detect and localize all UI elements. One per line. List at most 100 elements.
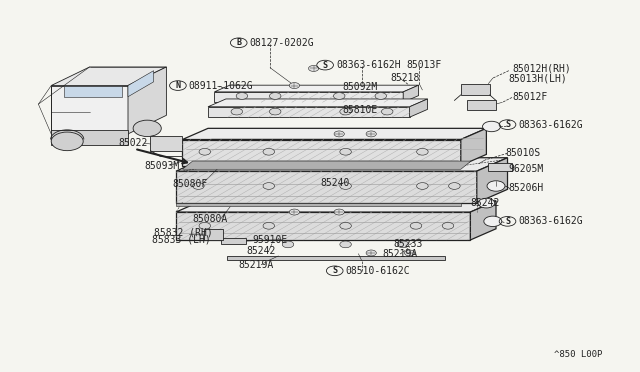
Text: 85218: 85218 [390,73,420,83]
Text: 85093M: 85093M [144,161,179,170]
Text: 08510-6162C: 08510-6162C [346,266,410,276]
Polygon shape [182,140,461,166]
Polygon shape [204,229,223,240]
Polygon shape [182,161,471,169]
Polygon shape [227,256,445,260]
Polygon shape [51,86,128,134]
Polygon shape [403,85,419,102]
Polygon shape [176,171,477,203]
Circle shape [231,108,243,115]
Text: S: S [332,266,337,275]
Text: 85012F: 85012F [512,92,547,102]
Circle shape [199,222,211,229]
Text: B: B [236,38,241,47]
Circle shape [366,131,376,137]
Text: S: S [323,61,328,70]
Circle shape [478,198,495,208]
Polygon shape [51,67,166,86]
Text: N: N [175,81,180,90]
Circle shape [236,93,248,99]
Circle shape [340,148,351,155]
Text: S: S [505,120,510,129]
Text: 85080A: 85080A [192,215,227,224]
Polygon shape [208,99,428,107]
Circle shape [263,183,275,189]
Text: 85810E: 85810E [342,105,378,115]
Polygon shape [488,163,512,171]
Circle shape [334,209,344,215]
Text: 85233: 85233 [394,239,423,248]
Polygon shape [208,107,410,117]
Text: 85832 (RH): 85832 (RH) [154,228,212,237]
Text: 85833 (LH): 85833 (LH) [152,235,211,245]
Text: 08363-6162G: 08363-6162G [518,217,583,226]
Text: 85013H(LH): 85013H(LH) [509,73,568,83]
Circle shape [340,183,351,189]
Polygon shape [176,201,496,212]
Polygon shape [461,84,490,95]
Circle shape [442,222,454,229]
Text: 85092M: 85092M [342,83,378,92]
Circle shape [51,132,83,151]
Text: 85010S: 85010S [506,148,541,157]
Text: 85219A: 85219A [382,249,417,259]
Circle shape [193,183,204,189]
Circle shape [269,108,281,115]
Circle shape [334,131,344,137]
Circle shape [483,121,500,132]
Circle shape [199,148,211,155]
Text: 85080F: 85080F [173,179,208,189]
Polygon shape [128,71,154,97]
Circle shape [289,83,300,89]
Circle shape [397,241,409,248]
Text: 95910E: 95910E [253,235,288,245]
Polygon shape [176,212,470,240]
Text: 96205M: 96205M [509,164,544,174]
Circle shape [340,222,351,229]
Circle shape [269,93,281,99]
Circle shape [417,148,428,155]
Circle shape [417,183,428,189]
Polygon shape [150,136,182,151]
Text: 85022: 85022 [118,138,148,148]
Polygon shape [461,128,486,166]
Text: 08363-6162G: 08363-6162G [518,120,583,129]
Polygon shape [176,158,508,171]
Circle shape [366,250,376,256]
Text: 85240: 85240 [320,178,349,188]
Circle shape [484,216,502,227]
Circle shape [263,148,275,155]
Polygon shape [214,85,419,92]
Text: 85242: 85242 [470,198,500,208]
Circle shape [487,181,505,191]
Text: 85219A: 85219A [239,260,274,270]
Text: S: S [505,217,510,226]
Polygon shape [176,203,461,206]
Circle shape [333,93,345,99]
Circle shape [375,93,387,99]
Circle shape [340,241,351,248]
Circle shape [282,241,294,248]
Text: 85206H: 85206H [509,183,544,193]
Circle shape [410,222,422,229]
Circle shape [263,222,275,229]
Polygon shape [467,100,496,110]
Polygon shape [182,128,486,140]
Text: 85242: 85242 [246,246,276,256]
Circle shape [289,209,300,215]
Text: 85013F: 85013F [406,60,442,70]
Circle shape [133,120,161,137]
Polygon shape [64,86,122,97]
Text: 08363-6162H: 08363-6162H [336,60,401,70]
Polygon shape [214,92,403,102]
Circle shape [404,250,415,256]
Polygon shape [51,130,128,145]
Text: 85012H(RH): 85012H(RH) [512,64,571,74]
Polygon shape [128,67,166,134]
Circle shape [308,65,319,71]
Text: 08911-1062G: 08911-1062G [189,81,253,90]
Circle shape [381,108,393,115]
Polygon shape [221,238,246,244]
Polygon shape [410,99,428,117]
Circle shape [449,183,460,189]
